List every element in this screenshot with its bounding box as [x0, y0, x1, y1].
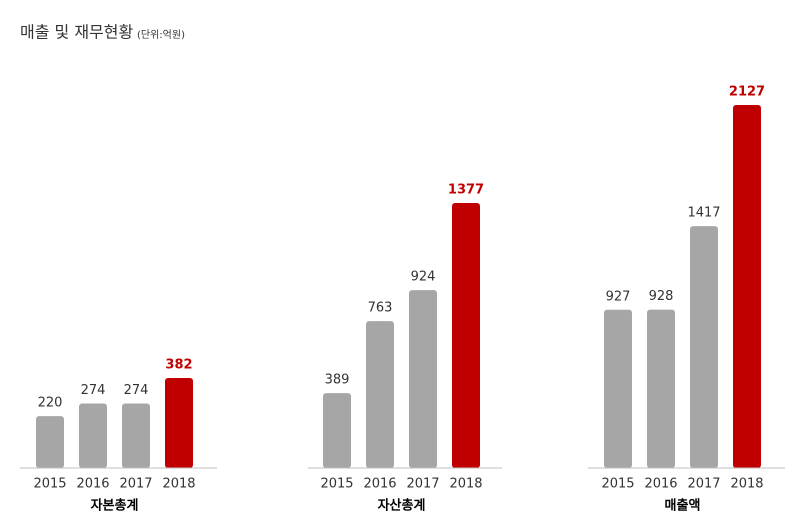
x-tick-label: 2018 [449, 477, 482, 492]
x-axis-label: 자본총계 [91, 498, 139, 514]
bar [36, 416, 64, 468]
bar [733, 105, 761, 468]
x-tick-label: 2018 [162, 477, 195, 492]
data-label: 274 [124, 383, 149, 398]
bar [79, 403, 107, 468]
x-tick-label: 2016 [363, 477, 396, 492]
bar [452, 203, 480, 468]
bar [647, 309, 675, 468]
data-label: 1377 [448, 183, 484, 198]
data-label: 927 [606, 289, 631, 304]
data-label: 1417 [687, 206, 720, 221]
x-axis-label: 자산총계 [378, 498, 426, 514]
bar [165, 378, 193, 468]
bar [122, 403, 150, 468]
bar [690, 226, 718, 468]
data-label: 389 [325, 373, 350, 388]
bar [409, 290, 437, 468]
data-label: 2127 [729, 85, 765, 100]
chart-title: 매출 및 재무현황 [20, 23, 133, 42]
x-axis-label: 매출액 [665, 498, 701, 514]
data-label: 763 [368, 301, 393, 316]
x-tick-label: 2017 [406, 477, 439, 492]
data-label: 924 [411, 270, 436, 285]
x-tick-label: 2015 [601, 477, 634, 492]
x-tick-label: 2017 [687, 477, 720, 492]
x-tick-label: 2015 [33, 477, 66, 492]
data-label: 382 [165, 358, 192, 373]
bar [366, 321, 394, 468]
x-tick-label: 2016 [76, 477, 109, 492]
data-label: 220 [38, 396, 63, 411]
x-tick-label: 2017 [119, 477, 152, 492]
unit-note: (단위:억원) [137, 28, 185, 41]
x-tick-label: 2016 [644, 477, 677, 492]
x-tick-label: 2018 [730, 477, 763, 492]
data-label: 274 [81, 383, 106, 398]
x-tick-label: 2015 [320, 477, 353, 492]
bar [323, 393, 351, 468]
bar [604, 309, 632, 468]
data-label: 928 [649, 289, 674, 304]
